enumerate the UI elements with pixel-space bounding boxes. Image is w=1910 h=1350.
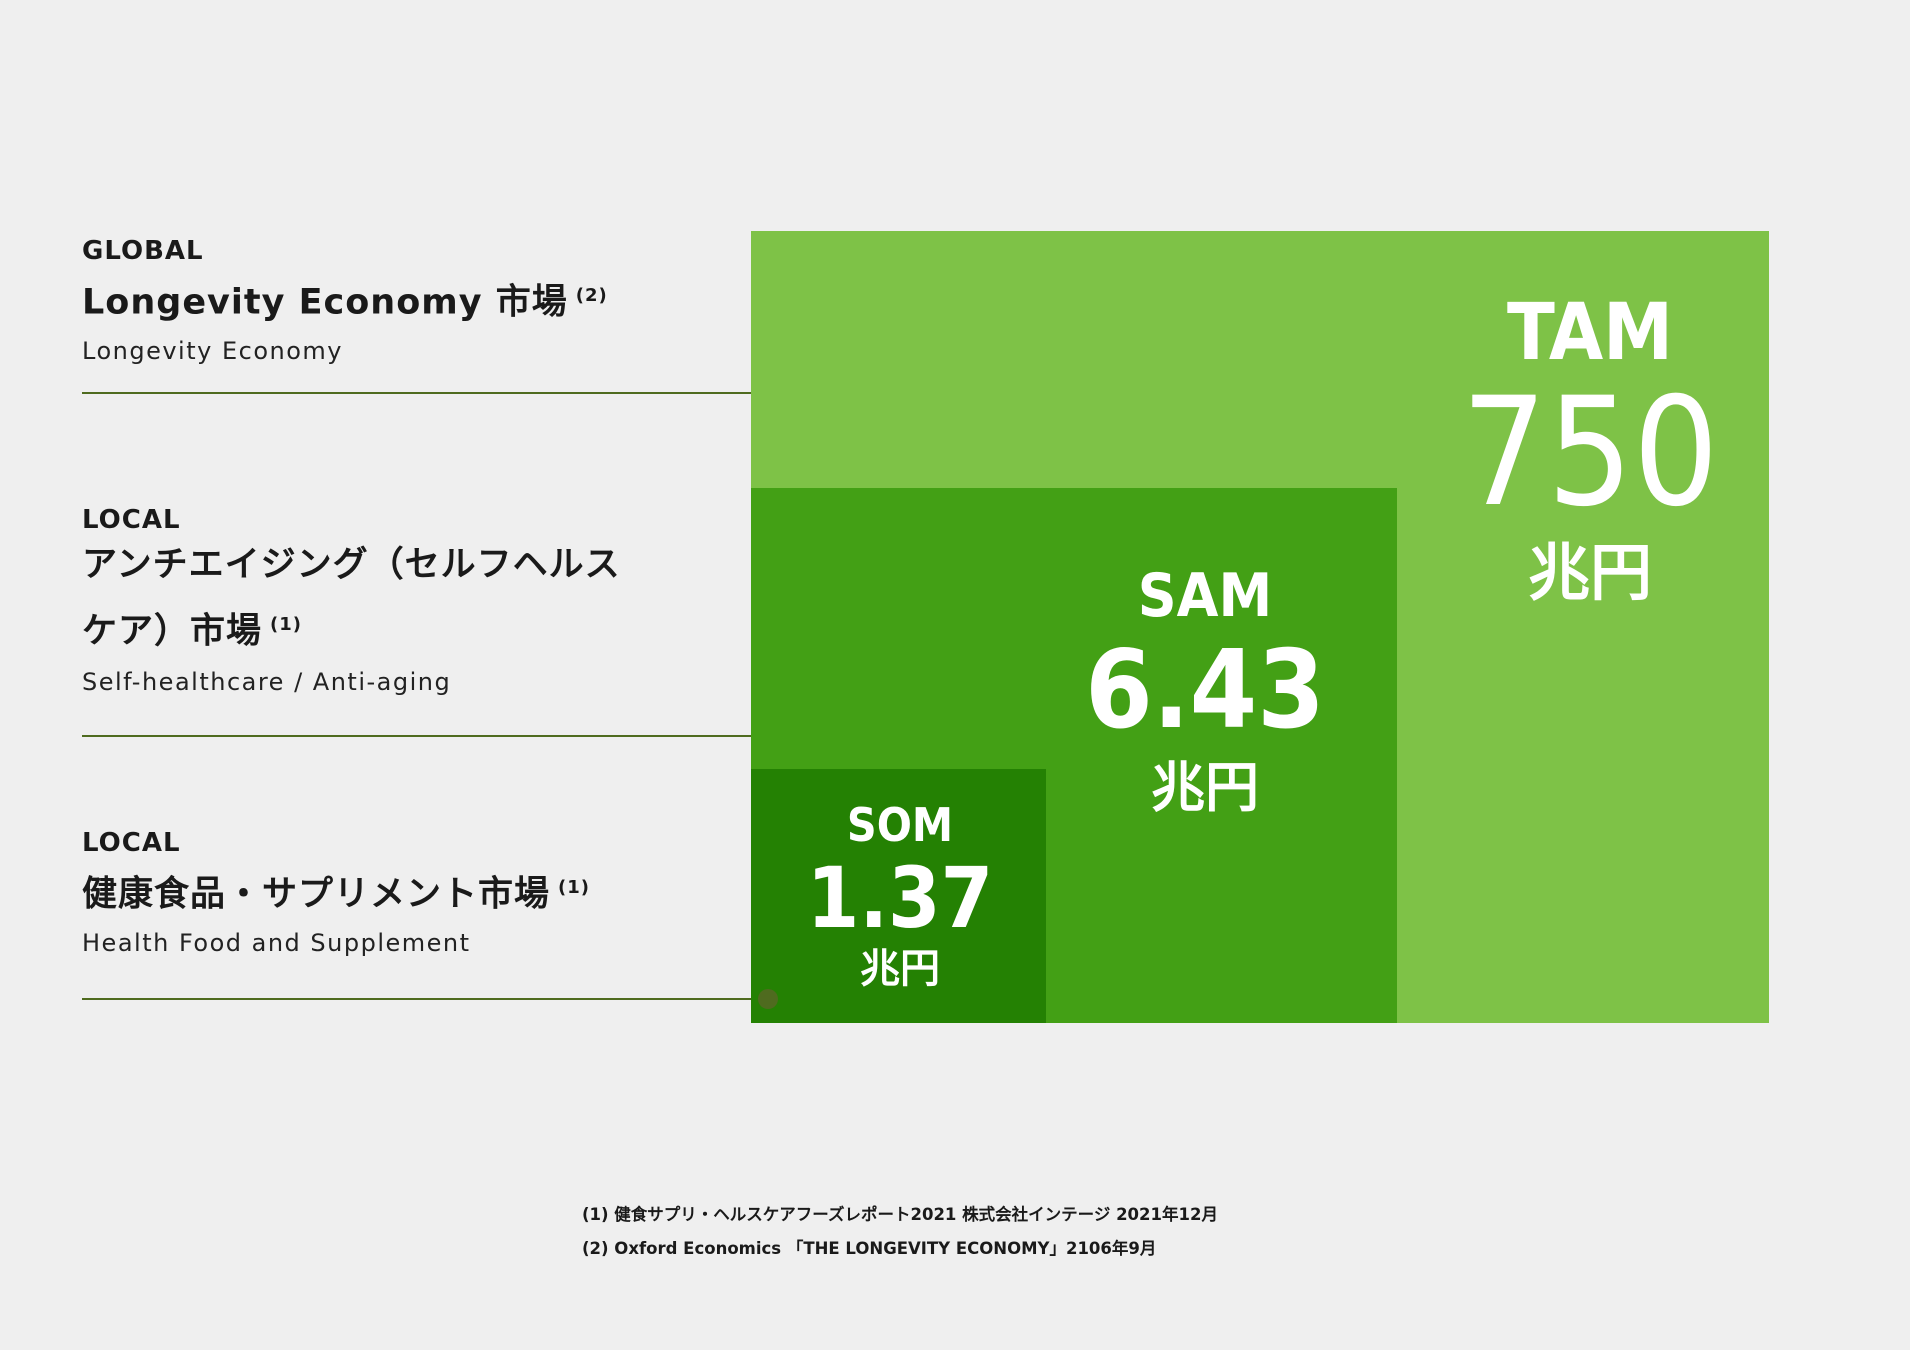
footnote-ref: (1) bbox=[558, 877, 590, 898]
leader-line-anti-aging bbox=[82, 735, 770, 737]
scope-label: LOCAL bbox=[82, 828, 181, 858]
som-box bbox=[751, 769, 1046, 1023]
som-value: 1.37 bbox=[806, 849, 994, 947]
tam-text: TAM 750 兆円 bbox=[1440, 288, 1740, 618]
sam-value: 6.43 bbox=[1085, 628, 1325, 753]
leader-line-global bbox=[82, 392, 770, 394]
sam-unit: 兆円 bbox=[1151, 756, 1259, 819]
market-subtitle: Health Food and Supplement bbox=[82, 928, 471, 957]
footnote-1: (1) 健食サプリ・ヘルスケアフーズレポート2021 株式会社インテージ 202… bbox=[582, 1205, 1218, 1224]
sam-label: SAM bbox=[1137, 561, 1273, 631]
tam-unit: 兆円 bbox=[1527, 536, 1652, 609]
tam-label: TAM bbox=[1507, 288, 1673, 378]
market-title: 健康食品・サプリメント市場 (1) bbox=[82, 858, 590, 925]
market-title-line2: ケア）市場 (1) bbox=[82, 595, 621, 662]
som-unit: 兆円 bbox=[860, 946, 940, 992]
leader-line-supplement bbox=[82, 998, 770, 1000]
market-title-line1: アンチエイジング（セルフヘルス bbox=[82, 545, 621, 585]
market-title-text: 健康食品・サプリメント市場 bbox=[82, 874, 551, 915]
footnote-2: (2) Oxford Economics 「THE LONGEVITY ECON… bbox=[582, 1239, 1157, 1258]
footnote-ref: (2) bbox=[575, 285, 608, 306]
market-title-text: Longevity Economy 市場 bbox=[82, 282, 568, 323]
som-label: SOM bbox=[846, 798, 954, 852]
market-subtitle: Self-healthcare / Anti-aging bbox=[82, 667, 452, 696]
scope-label: LOCAL bbox=[82, 505, 181, 535]
tam-value: 750 bbox=[1461, 366, 1719, 540]
market-label-anti-aging: LOCAL アンチエイジング（セルフヘルス ケア）市場 (1) Self-heal… bbox=[82, 505, 621, 696]
sam-text: SAM 6.43 兆円 bbox=[1055, 560, 1355, 826]
market-subtitle: Longevity Economy bbox=[82, 336, 343, 365]
market-label-supplement: LOCAL 健康食品・サプリメント市場 (1) Health Food and S… bbox=[82, 828, 590, 957]
footnotes: (1) 健食サプリ・ヘルスケアフーズレポート2021 株式会社インテージ 202… bbox=[582, 1198, 1218, 1266]
leader-dot-supplement bbox=[758, 989, 778, 1009]
som-text: SOM 1.37 兆円 bbox=[780, 797, 1020, 995]
scope-label: GLOBAL bbox=[82, 236, 204, 266]
market-label-global: GLOBAL Longevity Economy 市場 (2) Longevity… bbox=[82, 236, 608, 365]
market-title-text: ケア）市場 bbox=[82, 611, 263, 652]
market-title: Longevity Economy 市場 (2) bbox=[82, 266, 608, 333]
footnote-ref: (1) bbox=[270, 614, 302, 635]
